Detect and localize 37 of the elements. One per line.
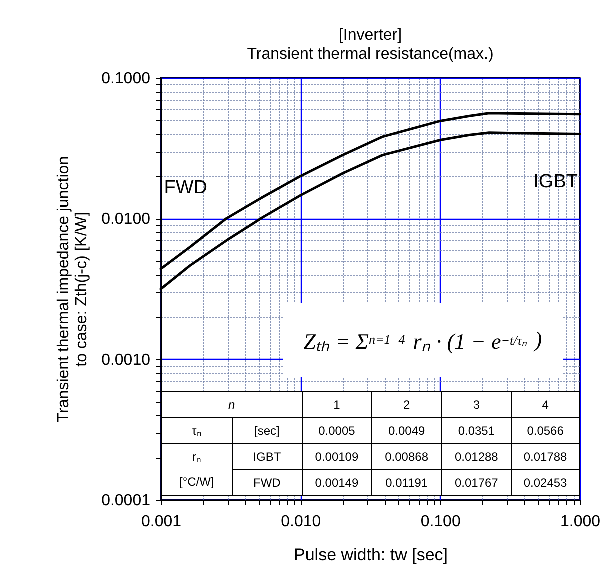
- series-label: FWD: [164, 177, 208, 198]
- y-tick-label: 0.1000: [102, 70, 151, 88]
- annotation: 0.01767: [442, 470, 512, 496]
- annotation: 0.02453: [512, 470, 580, 496]
- annotation: 4: [512, 392, 580, 418]
- x-axis-title: Pulse width: tw [sec]: [294, 546, 448, 564]
- y-tick-label: 0.0100: [102, 211, 151, 228]
- chart-title: [Inverter]: [338, 27, 402, 44]
- annotation: rₙ: [162, 444, 232, 470]
- annotation: n: [162, 392, 302, 418]
- x-tick-label: 1.000: [560, 514, 601, 530]
- annotation: 0.00149: [302, 470, 372, 496]
- annotation: IGBT: [232, 444, 302, 470]
- annotation: 0.0566: [512, 418, 580, 444]
- x-tick-label: 0.001: [141, 514, 182, 530]
- annotation: 0.01788: [512, 444, 580, 470]
- chart-subtitle: Transient thermal resistance(max.): [247, 46, 494, 63]
- annotation: 1: [302, 392, 372, 418]
- annotation: τₙ: [162, 418, 232, 444]
- series-label: IGBT: [534, 171, 578, 192]
- annotation: 3: [442, 392, 512, 418]
- annotation: 0.01191: [372, 470, 442, 496]
- annotation: 0.0049: [372, 418, 442, 444]
- annotation: 0.0351: [442, 418, 512, 444]
- x-tick-label: 0.010: [281, 514, 322, 530]
- y-axis-title: Transient thermal impedance junction to case: Zth(j-c) [K/W]: [56, 156, 91, 423]
- y-tick-label: 0.0010: [102, 352, 151, 369]
- annotation: 0.0005: [302, 418, 372, 444]
- y-tick-label: 0.0001: [102, 492, 151, 510]
- annotation: [sec]: [232, 418, 302, 444]
- annotation: FWD: [232, 470, 302, 496]
- annotation: 0.00109: [302, 444, 372, 470]
- annotation: [°C/W]: [162, 470, 232, 496]
- x-tick-label: 0.100: [420, 514, 461, 530]
- annotation: 0.01288: [442, 444, 512, 470]
- annotation: 2: [372, 392, 442, 418]
- annotation: 0.00868: [372, 444, 442, 470]
